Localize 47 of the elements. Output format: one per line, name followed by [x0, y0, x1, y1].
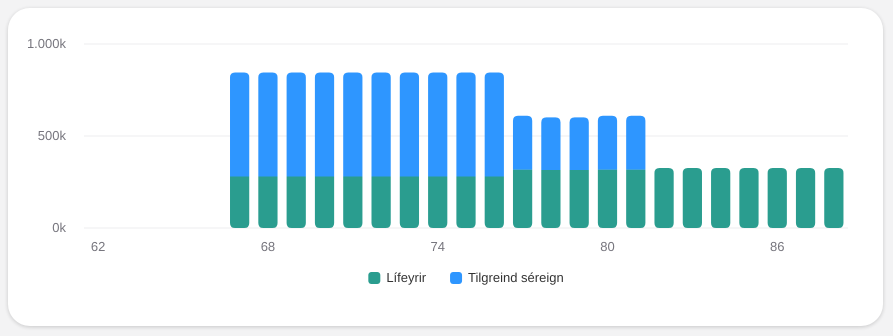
bar — [400, 72, 420, 176]
bar — [400, 176, 420, 228]
bar — [598, 170, 618, 228]
bar — [570, 170, 589, 228]
bar — [626, 170, 646, 228]
bar — [371, 72, 391, 176]
bar — [314, 176, 334, 228]
x-tick-label: 62 — [90, 239, 106, 254]
bar — [286, 72, 306, 176]
bar — [230, 72, 250, 176]
x-tick-label: 86 — [770, 239, 784, 254]
bar — [456, 72, 476, 176]
bar — [286, 176, 306, 228]
bar — [768, 168, 787, 228]
bar — [428, 176, 448, 228]
x-tick-label: 74 — [430, 239, 445, 254]
y-tick-label: 0k — [52, 220, 66, 236]
bar — [230, 176, 250, 228]
bar — [598, 116, 618, 170]
y-tick-label: 1.000k — [26, 36, 66, 52]
bar — [258, 72, 278, 176]
bar — [428, 72, 448, 176]
y-tick-label: 500k — [38, 128, 66, 144]
x-tick-label: 68 — [260, 239, 276, 254]
bar — [512, 116, 532, 170]
bar — [484, 176, 504, 228]
legend-label: Lífeyrir — [386, 270, 427, 285]
bar — [456, 176, 476, 228]
bar — [739, 168, 759, 228]
bar — [541, 117, 561, 170]
bar — [570, 117, 589, 170]
bar — [314, 72, 334, 176]
bar — [796, 168, 816, 228]
bar — [258, 176, 278, 228]
bar — [484, 72, 504, 176]
bar — [343, 72, 362, 176]
bar — [626, 116, 646, 170]
bar — [343, 176, 362, 228]
bar — [541, 170, 561, 228]
legend-label: Tilgreind séreign — [468, 270, 564, 285]
x-tick-label: 80 — [600, 239, 615, 254]
bar — [711, 168, 730, 228]
bar — [824, 168, 844, 228]
bar — [654, 168, 674, 228]
bar — [512, 170, 532, 228]
bar — [371, 176, 391, 228]
bar — [682, 168, 702, 228]
